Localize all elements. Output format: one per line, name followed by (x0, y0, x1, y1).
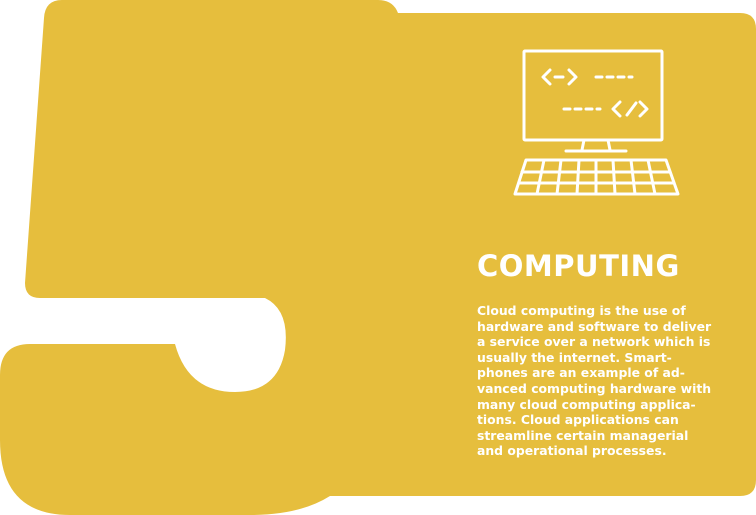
code-glyph-close (611, 100, 649, 118)
description-line: hardware and software to deliver (477, 318, 712, 334)
description-line: vanced computing hardware with (477, 380, 712, 396)
card-title: COMPUTING (477, 249, 680, 283)
card-description: Cloud computing is the use of hardware a… (477, 303, 711, 459)
monitor-stand (564, 138, 628, 153)
description-line: usually the internet. Smart- (477, 349, 672, 365)
computer-code-icon (513, 49, 680, 196)
code-glyph-open (541, 68, 578, 86)
description-line: phones are an example of ad- (477, 365, 685, 381)
monitor-screen (522, 49, 664, 142)
description-line: Cloud computing is the use of (477, 303, 686, 318)
description-line: tions. Cloud applications can (477, 412, 679, 428)
description-line: and operational processes. (477, 443, 667, 459)
keyboard-keys (535, 158, 657, 196)
description-line: a service over a network which is (477, 334, 711, 350)
description-line: many cloud computing applica- (477, 396, 696, 412)
description-line: streamline certain managerial (477, 427, 689, 443)
